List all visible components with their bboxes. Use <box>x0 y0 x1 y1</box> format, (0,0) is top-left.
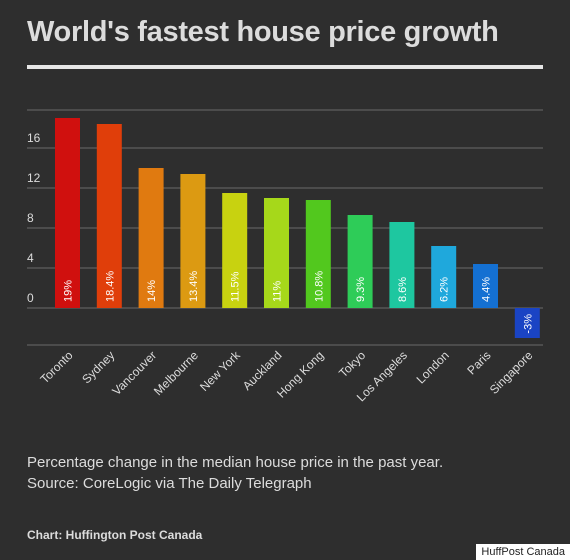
x-category-label: Singapore <box>487 348 536 397</box>
bar-hong-kong <box>305 200 331 308</box>
y-tick-label: 0 <box>27 291 34 305</box>
bar-value-labels: 19% 18.4% 14% 13.4% 11.5% 11% 10.8% 9.3% 8.6% 6.2… <box>63 271 535 334</box>
bar-tokyo <box>347 215 373 308</box>
chart-credit: Chart: Huffington Post Canada <box>27 528 203 542</box>
bar-value-label: 11% <box>272 281 284 302</box>
chart-title: World's fastest house price growth <box>27 16 499 48</box>
bar-london <box>431 246 457 308</box>
bar-chart: 0 4 8 12 16 19% 18.4% 14% 13.4% 11.5% 11% 10.8% 9.3… <box>27 109 543 405</box>
bar-value-label: 10.8% <box>313 271 325 302</box>
watermark: HuffPost Canada <box>476 544 570 560</box>
bar-value-label: 14% <box>146 280 158 302</box>
bar-value-label: 9.3% <box>355 277 367 302</box>
y-axis-ticks: 0 4 8 12 16 <box>27 131 41 305</box>
bar-melbourne <box>180 174 206 308</box>
bars <box>55 118 540 338</box>
bar-value-label: 8.6% <box>397 277 409 302</box>
x-category-label: Tokyo <box>336 348 368 380</box>
bar-auckland <box>264 198 289 308</box>
bar-singapore <box>514 308 540 338</box>
y-tick-label: 4 <box>27 251 34 265</box>
caption-description: Percentage change in the median house pr… <box>27 454 444 471</box>
bar-value-label: -3% <box>522 314 534 334</box>
bar-value-label: 13.4% <box>188 271 200 302</box>
bar-value-label: 11.5% <box>230 271 242 302</box>
bar-value-label: 4.4% <box>481 277 493 302</box>
bar-los-angeles <box>389 222 415 308</box>
x-category-label: Sydney <box>79 348 117 386</box>
x-category-label: Toronto <box>37 348 75 386</box>
title-divider <box>27 65 543 69</box>
x-category-label: Vancouver <box>109 348 159 398</box>
bar-sydney <box>96 124 122 308</box>
x-category-label: Melbourne <box>151 348 201 398</box>
chart-caption: Percentage change in the median house pr… <box>27 452 443 494</box>
bar-paris <box>473 264 498 308</box>
bar-value-label: 6.2% <box>439 277 451 302</box>
x-category-label: New York <box>197 348 243 394</box>
caption-source: Source: CoreLogic via The Daily Telegrap… <box>27 475 312 492</box>
bar-vancouver <box>138 168 164 308</box>
x-category-label: Paris <box>464 348 493 377</box>
y-tick-label: 8 <box>27 211 34 225</box>
x-category-label: London <box>414 348 452 386</box>
bar-toronto <box>55 118 80 308</box>
bar-value-label: 18.4% <box>104 271 116 302</box>
bar-value-label: 19% <box>63 280 75 302</box>
y-tick-label: 12 <box>27 171 41 185</box>
bar-new-york <box>222 193 248 308</box>
y-tick-label: 16 <box>27 131 41 145</box>
